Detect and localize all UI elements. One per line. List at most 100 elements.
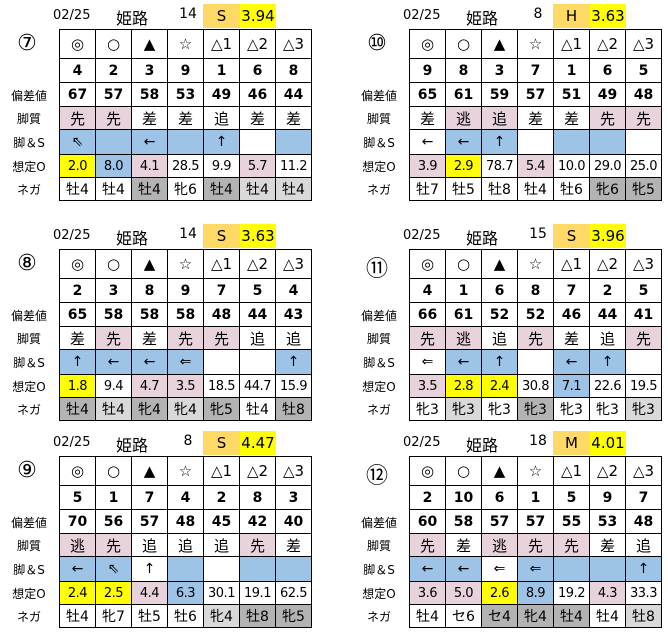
running-style-cell: 先 (239, 533, 276, 557)
field-size: 14 (179, 226, 197, 242)
row-label-odds: 想定O (12, 380, 46, 394)
pace-arrow-cell: ← (409, 129, 446, 155)
pace-arrow-cell: ↑ (589, 349, 626, 375)
race-panel: 02/25 姫路 18 M 4.01 ⑫ 偏差値 脚質 脚＆S 想定O ネガ ◎ ○ ▲ ☆ △1 △2 △3 2 1… (350, 427, 668, 637)
horse-number-cell: 6 (481, 278, 518, 303)
race-date: 02/25 (403, 228, 441, 243)
expected-odds-cell: 5.0 (445, 581, 482, 605)
expected-odds-cell: 2.4 (59, 581, 96, 605)
horse-number-cell: 6 (589, 58, 626, 83)
mark-cell: △2 (239, 249, 276, 279)
horse-number-cell: 1 (553, 58, 590, 83)
expected-odds-cell: 1.8 (59, 374, 96, 398)
row-label-style: 脚質 (16, 112, 41, 126)
mark-cell: ○ (95, 456, 132, 486)
track-condition: S (203, 224, 240, 248)
expected-odds-cell: 10.0 (553, 154, 590, 178)
mark-cell: △1 (553, 249, 590, 279)
mark-cell: ◎ (59, 456, 96, 486)
venue: 姫路 (116, 229, 149, 248)
deviation-cell: 45 (203, 509, 240, 534)
horse-number-cell: 3 (131, 58, 168, 83)
mark-cell: ▲ (131, 29, 168, 59)
negative-factor-cell: 牡4 (203, 177, 240, 201)
field-size: 8 (183, 433, 193, 449)
negative-factor-cell: 牡5 (131, 604, 168, 628)
negative-factor-cell: 牝7 (95, 604, 132, 628)
negative-factor-cell: 牡4 (95, 397, 132, 421)
expected-odds-cell: 22.6 (589, 374, 626, 398)
negative-factor-cell: 牡4 (589, 604, 626, 628)
mark-cell: △3 (625, 29, 662, 59)
venue: 姫路 (466, 9, 499, 28)
venue: 姫路 (466, 436, 499, 455)
negative-factor-cell: 牡8 (275, 397, 312, 421)
pace-arrow-cell: ⇐ (167, 349, 204, 375)
pace-arrow-cell: ← (131, 349, 168, 375)
row-label-dev: 偏差値 (10, 308, 47, 323)
running-style-cell: 追 (481, 326, 518, 350)
race-date: 02/25 (53, 8, 91, 23)
expected-odds-cell: 6.3 (167, 581, 204, 605)
row-expected-odds: 3.6 5.0 2.6 8.9 19.2 4.3 33.3 (409, 581, 662, 605)
pace-arrow-cell: ↑ (59, 349, 96, 375)
horse-number-cell: 1 (445, 278, 482, 303)
row-negative-factor: 牡4 牡4 牝4 牝4 牝5 牡4 牡8 (59, 397, 312, 421)
horse-number-cell: 1 (95, 485, 132, 510)
pace-arrow-cell (239, 556, 276, 582)
pace-arrow-cell (275, 129, 312, 155)
deviation-cell: 57 (481, 509, 518, 534)
pace-arrow-cell: ⇐ (517, 556, 554, 582)
prediction-table: ◎ ○ ▲ ☆ △1 △2 △3 2 3 8 9 7 5 4 65 58 58 58 48 44 43 差先差先先追追 ↑ ←… (59, 249, 312, 421)
negative-factor-cell: セ6 (445, 604, 482, 628)
running-style-cell: 先 (203, 326, 240, 350)
row-negative-factor: 牡4 セ6 セ4 牝4 牡4 牡4 牡8 (409, 604, 662, 628)
row-pace-arrow: ⇐ ← ↑ ← ↑ (409, 349, 662, 375)
expected-odds-cell: 33.3 (625, 581, 662, 605)
negative-factor-cell: 牡4 (239, 177, 276, 201)
expected-odds-cell: 30.1 (203, 581, 240, 605)
horse-number-cell: 4 (409, 278, 446, 303)
expected-odds-cell: 7.1 (553, 374, 590, 398)
negative-factor-cell: 牡4 (275, 177, 312, 201)
running-style-cell: 先 (517, 326, 554, 350)
horse-number-cell: 7 (203, 278, 240, 303)
row-label-arrow: 脚＆S (363, 356, 395, 370)
negative-factor-cell: 牡7 (409, 177, 446, 201)
pace-arrow-cell (589, 556, 626, 582)
horse-number-cell: 8 (239, 485, 276, 510)
running-style-cell: 先 (625, 326, 662, 350)
race-panel: 02/25 姫路 14 S 3.63 ⑧ 偏差値 脚質 脚＆S 想定O ネガ ◎ ○ ▲ ☆ △1 △2 △3 2 3… (0, 220, 334, 430)
horse-number-cell: 10 (445, 485, 482, 510)
row-pace-arrow: ← ← ↑ (409, 129, 662, 155)
mark-cell: ◎ (59, 29, 96, 59)
running-style-cell: 差 (445, 533, 482, 557)
pace-arrow-cell (275, 556, 312, 582)
negative-factor-cell: 牡6 (553, 177, 590, 201)
mark-cell: △3 (625, 249, 662, 279)
negative-factor-cell: セ4 (481, 604, 518, 628)
expected-odds-cell: 18.5 (203, 374, 240, 398)
expected-odds-cell: 2.5 (95, 581, 132, 605)
running-style-cell: 追 (167, 533, 204, 557)
deviation-cell: 59 (481, 82, 518, 107)
deviation-cell: 55 (553, 509, 590, 534)
expected-odds-cell: 9.4 (95, 374, 132, 398)
mark-cell: ☆ (517, 29, 554, 59)
expected-odds-cell: 29.0 (589, 154, 626, 178)
pace-arrow-cell: ← (445, 129, 482, 155)
pace-arrow-cell: ⇖ (59, 129, 96, 155)
deviation-cell: 46 (239, 82, 276, 107)
mark-cell: △1 (553, 29, 590, 59)
negative-factor-cell: 牡4 (131, 177, 168, 201)
race-index: 3.96 (590, 224, 626, 248)
venue: 姫路 (116, 436, 149, 455)
deviation-cell: 56 (95, 509, 132, 534)
race-panel: 02/25 姫路 14 S 3.94 ⑦ 偏差値 脚質 脚＆S 想定O ネガ ◎ ○ ▲ ☆ △1 △2 △3 4 2… (0, 0, 334, 210)
prediction-table: ◎ ○ ▲ ☆ △1 △2 △3 5 1 7 4 2 8 3 70 56 57 48 45 42 40 逃先追追追先差 ← ⇖… (59, 456, 312, 628)
row-label-style: 脚質 (366, 112, 391, 126)
field-size: 14 (179, 6, 197, 22)
horse-number-cell: 6 (239, 58, 276, 83)
deviation-cell: 40 (275, 509, 312, 534)
